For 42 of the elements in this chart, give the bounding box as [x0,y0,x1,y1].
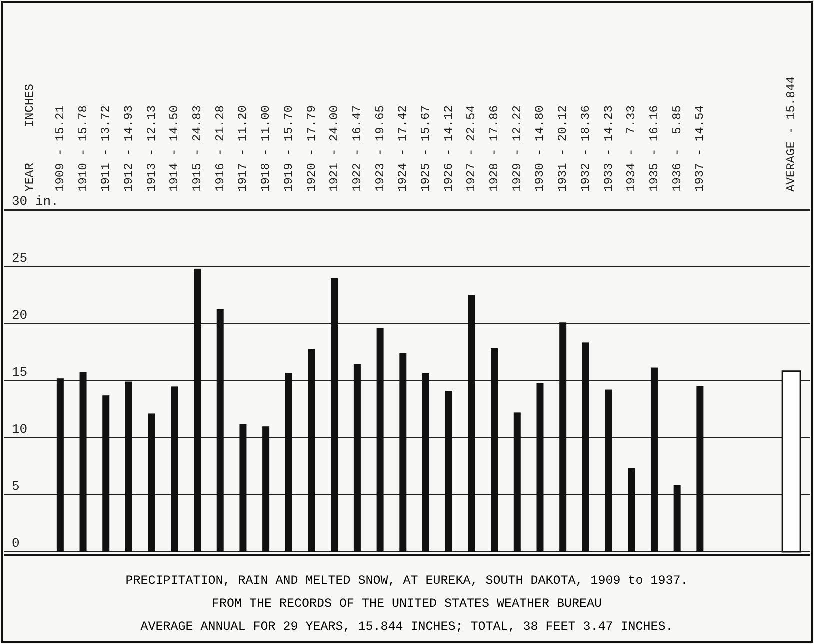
x-tick-label: 1925 - 15.67 [419,106,433,192]
x-tick-label: 1922 - 16.47 [350,106,364,192]
x-tick-label: 1914 - 14.50 [168,106,182,192]
x-tick-label: 1924 - 17.42 [396,106,410,192]
x-tick-label: 1936 - 5.85 [670,106,684,192]
text: INCHES [23,84,37,128]
x-tick-label: 1910 - 15.78 [76,106,90,192]
x-tick-label: 1932 - 18.36 [578,106,593,192]
x-tick-label: 1916 - 21.28 [213,106,228,192]
x-tick-label: 1919 - 15.70 [282,106,296,192]
x-tick-label: 1915 - 24.83 [190,106,205,192]
text: YEAR [23,163,37,192]
x-tick-label: AVERAGE - 15.844 [784,76,799,192]
x-tick-label: 1918 - 11.00 [259,106,274,192]
text: AVERAGE ANNUAL FOR 29 YEARS, 15.844 INCHES; TOTAL, 38 FEET 3.47 INCHES. [140,620,674,634]
x-tick-label: 1917 - 11.20 [236,106,250,192]
x-tick-label: 1912 - 14.93 [122,106,136,192]
x-tick-label: 1935 - 16.16 [647,106,662,192]
y-tick-label: 10 [12,422,28,437]
x-tick-label: 1928 - 17.86 [488,106,502,192]
y-tick-label: 30 in. [12,194,59,209]
x-tick-label: 1911 - 13.72 [99,106,114,192]
x-tick-label: 1921 - 24.00 [328,106,342,192]
x-tick-label: 1937 - 14.54 [693,106,708,192]
x-tick-label: 1926 - 14.12 [442,106,456,192]
y-tick-label: 20 [12,308,28,323]
x-tick-label: 1934 - 7.33 [624,106,639,192]
y-tick-label: 5 [12,479,20,494]
x-tick-label: 1930 - 14.80 [533,106,548,192]
x-tick-label: 1923 - 19.65 [373,106,388,192]
x-tick-label: 1933 - 14.23 [602,106,616,192]
x-tick-label: 1920 - 17.79 [304,106,319,192]
x-tick-label: 1929 - 12.22 [510,106,524,192]
y-tick-label: 0 [12,536,20,551]
x-tick-label: 1913 - 12.13 [144,106,159,192]
text: PRECIPITATION, RAIN AND MELTED SNOW, AT EUREKA, SOUTH DAKOTA, 1909 to 1937. [126,574,688,588]
text: FROM THE RECORDS OF THE UNITED STATES WEATHER BUREAU [212,597,602,611]
y-tick-label: 15 [12,365,28,380]
y-tick-label: 25 [12,251,28,266]
x-tick-label: 1927 - 22.54 [464,106,479,192]
x-tick-label: 1909 - 15.21 [53,106,68,192]
x-tick-label: 1931 - 20.12 [556,106,570,192]
